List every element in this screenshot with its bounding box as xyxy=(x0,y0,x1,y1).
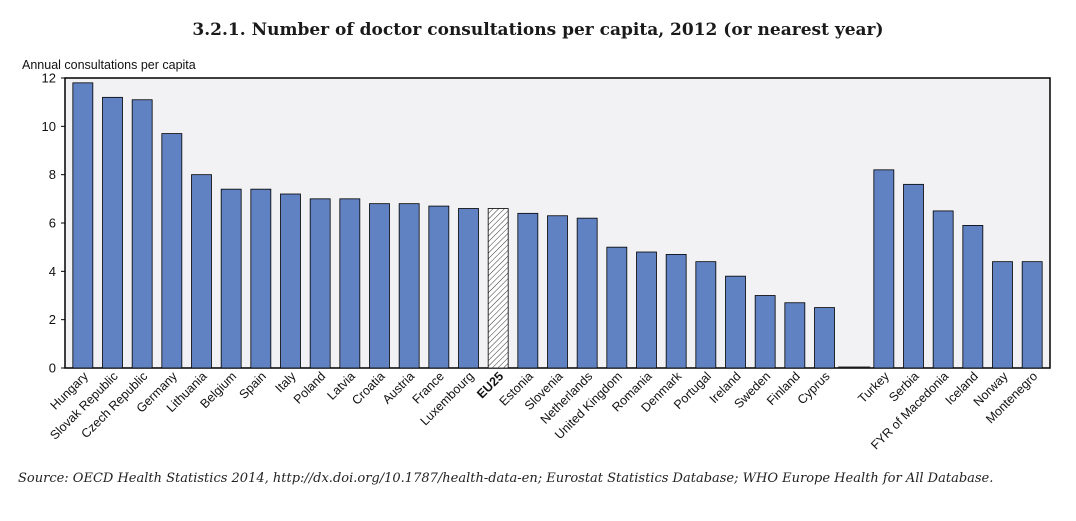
x-tick-label: Croatia xyxy=(349,369,387,407)
bar-finland xyxy=(784,302,806,369)
bar-croatia xyxy=(369,203,390,369)
bar-luxembourg xyxy=(458,208,479,369)
x-tick-label: Spain xyxy=(236,369,269,402)
y-tick-label: 12 xyxy=(42,71,56,86)
bars xyxy=(72,82,1043,369)
bar-eu25 xyxy=(487,208,509,369)
y-tick-label: 0 xyxy=(49,361,56,376)
x-tick-label: Cyprus xyxy=(795,369,833,407)
bar-serbia xyxy=(903,183,924,369)
bar-chart: Annual consultations per capita 0 2 4 6 8 10 1… xyxy=(22,58,1051,453)
x-tick-label: Austria xyxy=(380,369,417,406)
bar-latvia xyxy=(339,198,361,369)
bar-czech-republic xyxy=(131,99,153,369)
bar-italy xyxy=(280,193,301,369)
bar-ireland xyxy=(725,275,746,369)
y-tick-label: 10 xyxy=(42,119,56,134)
bar-united-kingdom xyxy=(606,246,628,369)
chart-title: 3.2.1. Number of doctor consultations pe… xyxy=(192,20,884,40)
y-axis-ticks: 0 2 4 6 8 10 12 xyxy=(42,71,65,376)
y-tick-label: 2 xyxy=(49,312,56,327)
bar-montenegro xyxy=(1021,261,1043,369)
bar-slovak-republic xyxy=(102,96,123,369)
bar-slovenia xyxy=(547,215,568,369)
bar-iceland xyxy=(962,225,984,369)
bar-cyprus xyxy=(814,307,835,369)
bar-germany xyxy=(161,133,183,369)
bar-spain xyxy=(250,188,272,369)
bar-netherlands xyxy=(576,217,598,369)
x-tick-label: Poland xyxy=(291,369,328,406)
y-tick-label: 8 xyxy=(49,167,56,182)
bar-romania xyxy=(636,251,657,369)
y-tick-label: 6 xyxy=(49,216,56,231)
bar-turkey xyxy=(873,169,895,369)
bar-norway xyxy=(992,261,1013,369)
bar-poland xyxy=(309,198,331,369)
y-tick-label: 4 xyxy=(49,264,56,279)
bar-estonia xyxy=(517,212,539,369)
bar-fyr-of-macedonia xyxy=(932,210,954,369)
source-note: Source: OECD Health Statistics 2014, htt… xyxy=(18,471,994,486)
x-tick-label: Turkey xyxy=(855,369,892,406)
x-tick-label: Finland xyxy=(764,369,803,408)
bar-austria xyxy=(398,203,420,369)
bar-sweden xyxy=(754,295,776,369)
bar-lithuania xyxy=(191,174,212,369)
y-axis-label: Annual consultations per capita xyxy=(22,58,196,72)
bar-portugal xyxy=(695,261,717,369)
bar-belgium xyxy=(220,188,242,369)
bar-hungary xyxy=(72,82,94,369)
bar-france xyxy=(428,205,450,369)
bar-denmark xyxy=(665,254,687,369)
